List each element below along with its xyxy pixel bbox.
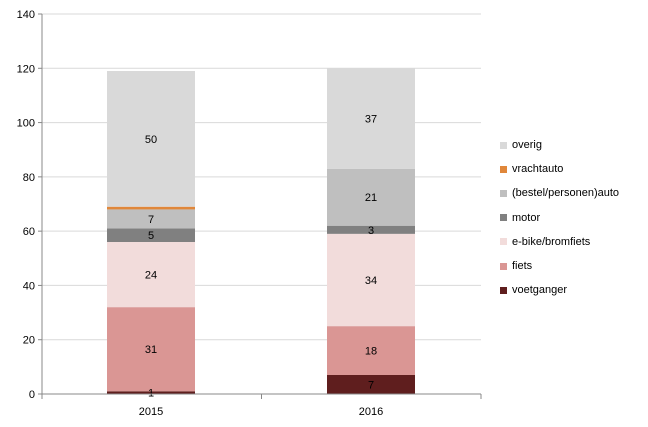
- bar-segment-motor: [107, 228, 195, 242]
- bar-segment-voetganger: [107, 391, 195, 394]
- legend-item: fiets: [500, 254, 619, 278]
- legend-swatch: [500, 214, 507, 222]
- y-tick-label: 140: [17, 9, 35, 21]
- bar-segment-e-bike-bromfiets: [327, 233, 415, 327]
- y-tick-label: 80: [23, 172, 35, 184]
- bar-segment--bestel-personen-auto: [327, 168, 415, 226]
- legend-item: overig: [500, 133, 619, 157]
- legend-label: fiets: [512, 260, 533, 273]
- data-label: 3: [368, 225, 374, 237]
- x-axis: 2015 2016: [41, 393, 482, 418]
- legend-item: voetganger: [500, 278, 619, 302]
- bars: [107, 68, 415, 394]
- legend: overig vrachtauto (bestel/personen)auto mot…: [500, 133, 619, 302]
- legend-swatch: [500, 165, 507, 173]
- legend-swatch: [500, 262, 507, 270]
- data-label: 34: [365, 275, 377, 287]
- y-tick-label: 20: [23, 335, 35, 347]
- legend-item: e-bike/bromfiets: [500, 230, 619, 254]
- data-label: 50: [145, 134, 157, 146]
- legend-item: motor: [500, 206, 619, 230]
- legend-swatch: [500, 238, 507, 246]
- x-tick-label: 2015: [139, 406, 163, 418]
- legend-item: vrachtauto: [500, 157, 619, 181]
- bar-segment-e-bike-bromfiets: [107, 242, 195, 308]
- data-label: 21: [365, 192, 377, 204]
- legend-label: (bestel/personen)auto: [512, 187, 620, 200]
- data-labels: 1312457507183432137: [145, 114, 377, 400]
- data-label: 31: [145, 344, 157, 356]
- bar-segment-overig: [327, 68, 415, 169]
- y-tick-label: 40: [23, 280, 35, 292]
- legend-label: voetganger: [512, 284, 568, 297]
- legend-swatch: [500, 189, 507, 197]
- legend-label: vrachtauto: [512, 163, 564, 176]
- x-tick-label: 2016: [359, 406, 383, 418]
- legend-label: motor: [512, 211, 541, 224]
- bar-segment-overig: [107, 71, 195, 207]
- y-tick-label: 0: [29, 389, 35, 401]
- data-label: 7: [368, 380, 374, 392]
- y-tick-label: 60: [23, 226, 35, 238]
- bar-segment-fiets: [107, 307, 195, 392]
- legend-item: (bestel/personen)auto: [500, 181, 619, 205]
- legend-swatch: [500, 141, 507, 149]
- bar-segment-fiets: [327, 326, 415, 375]
- legend-swatch: [500, 286, 507, 294]
- data-label: 37: [365, 114, 377, 126]
- legend-label: overig: [512, 139, 542, 152]
- bar-segment-voetganger: [327, 375, 415, 394]
- y-tick-label: 100: [17, 118, 35, 130]
- data-label: 7: [148, 214, 154, 226]
- legend-label: e-bike/bromfiets: [512, 235, 591, 248]
- bar-segment-vrachtauto: [107, 206, 195, 210]
- data-label: 24: [145, 270, 157, 282]
- y-tick-label: 120: [17, 63, 35, 75]
- data-label: 18: [365, 346, 377, 358]
- bar-segment-motor: [327, 225, 415, 234]
- y-axis: 0 20 40 60 80 100 120 140: [17, 9, 43, 401]
- data-label: 5: [148, 230, 154, 242]
- bar-segment--bestel-personen-auto: [107, 209, 195, 229]
